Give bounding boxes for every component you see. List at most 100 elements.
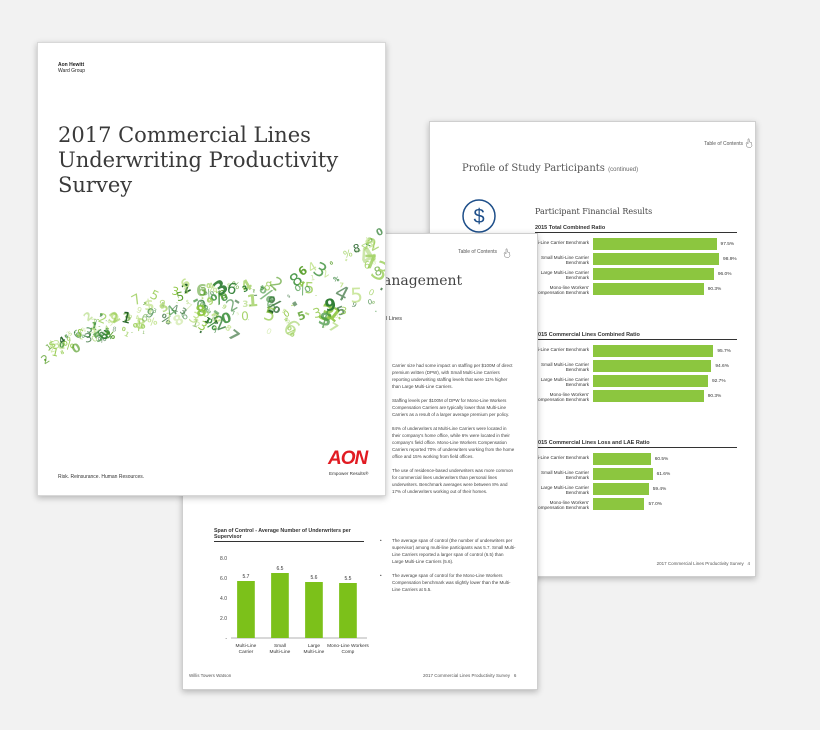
page-heading: anagement — [383, 273, 463, 289]
decorative-numeral: $ — [316, 306, 335, 332]
decorative-numeral: 0 — [207, 296, 213, 303]
decorative-numeral: - — [204, 302, 207, 307]
decorative-numeral: % — [62, 337, 76, 353]
decorative-numeral: 0 — [59, 341, 64, 349]
page-title: Profile of Study Participants (continued… — [462, 163, 639, 174]
decorative-numeral: 5 — [106, 318, 115, 328]
decorative-numeral: 9 — [128, 314, 133, 321]
decorative-numeral: 5 — [304, 279, 314, 297]
bar — [593, 390, 704, 402]
decorative-numeral: 6 — [196, 281, 208, 300]
decorative-numeral: 6 — [95, 328, 107, 341]
decorative-numeral: . — [105, 318, 107, 323]
brand-name: Aon Hewitt — [58, 62, 85, 68]
hand-cursor-icon — [503, 248, 511, 258]
decorative-numeral: 7 — [231, 310, 235, 317]
decorative-numeral: 3 — [82, 325, 94, 342]
decorative-numeral: 5 — [68, 331, 74, 338]
category-label: Large Multi-Line — [304, 643, 325, 655]
bar-value-label: 5.7 — [242, 574, 249, 580]
decorative-numeral: - — [175, 297, 180, 307]
y-tick-label: 8.0 — [220, 556, 227, 562]
bar-category-label: Small Multi-Line Carrier Benchmark — [541, 255, 589, 265]
decorative-numeral: . — [212, 313, 220, 334]
decorative-numeral: 4 — [146, 308, 153, 317]
decorative-numeral: 1 — [310, 273, 316, 283]
bar-row: Large Multi-Line Carrier Benchmark 92.7% — [535, 375, 737, 388]
decorative-numeral: 1 — [123, 330, 131, 339]
decorative-numeral: 3 — [240, 283, 250, 295]
decorative-numeral: . — [206, 309, 211, 315]
decorative-numeral: 1 — [50, 345, 60, 359]
decorative-numeral: % — [342, 248, 354, 261]
decorative-numeral: 3 — [178, 306, 189, 318]
decorative-numeral: 2 — [199, 298, 209, 310]
bar-row: Small Multi-Line Carrier Benchmark 94.6% — [535, 360, 737, 373]
decorative-numeral: 3 — [161, 302, 165, 308]
decorative-numeral: 8 — [194, 301, 208, 321]
decorative-numeral: . — [374, 304, 379, 315]
decorative-numeral: 6 — [265, 297, 278, 316]
decorative-numeral: % — [206, 282, 217, 295]
bar — [593, 360, 712, 372]
bar-category-label: Small Multi-Line Carrier Benchmark — [541, 362, 589, 372]
decorative-numeral: 4 — [135, 315, 140, 322]
bar-row: Mono-line Workers' Compensation Benchmar… — [535, 283, 737, 296]
decorative-numeral: 7 — [142, 301, 147, 307]
paragraph: 84% of underwriters at Multi-Line Carrie… — [392, 426, 515, 459]
decorative-numeral: - — [96, 314, 102, 323]
bar-value-label: 6.5 — [276, 566, 283, 572]
decorative-numeral: 1 — [203, 315, 213, 326]
bar-row: Mono-line Workers' Compensation Benchmar… — [535, 498, 737, 511]
decorative-numeral: 7 — [184, 301, 194, 314]
logo-tagline: Empower Results® — [329, 471, 369, 476]
decorative-numeral: $ — [226, 282, 231, 290]
decorative-numeral: . — [211, 279, 221, 298]
decorative-numeral: % — [97, 334, 109, 347]
decorative-numeral: 1 — [142, 330, 146, 335]
bullet-item: The average span of control (the number … — [380, 537, 516, 565]
decorative-numeral: 2 — [66, 331, 73, 338]
bar-value-label: 5.6 — [310, 575, 317, 581]
decorative-numeral: $ — [142, 295, 155, 314]
decorative-numeral: - — [315, 293, 318, 299]
decorative-numeral: 1 — [90, 326, 99, 338]
decorative-numeral: 6 — [179, 310, 190, 323]
bar-value-label: 60.5% — [654, 457, 669, 462]
decorative-numeral: . — [130, 329, 134, 335]
bar — [593, 483, 649, 495]
paragraph: The use of residence-based underwriters … — [392, 468, 514, 494]
chart-title: 2015 Total Combined Ratio — [535, 225, 737, 233]
bar-value-label: 5.5 — [344, 576, 351, 582]
decorative-numeral: 0 — [66, 336, 71, 343]
chart-title: 2015 Commercial Lines Combined Ratio — [535, 332, 737, 340]
paragraph: Staffing levels per $100M of DPW for Mon… — [392, 398, 510, 417]
bullet-item: The average span of control for the Mono… — [380, 572, 516, 593]
decorative-numeral: 2 — [92, 318, 98, 327]
bar-row: Multi-Line Carrier Benchmark 97.5% — [529, 238, 737, 251]
bar-category-label: Small Multi-Line Carrier Benchmark — [541, 470, 589, 480]
commercial-combined-ratio-chart: 2015 Commercial Lines Combined Ratio Mul… — [529, 332, 737, 412]
decorative-numeral: 6 — [58, 341, 66, 353]
bar-value-label: 98.9% — [723, 257, 737, 262]
footer-left: Willis Towers Watson — [189, 673, 232, 678]
decorative-numeral: - — [290, 300, 295, 310]
decorative-numeral: 8 — [60, 349, 66, 356]
decorative-numeral: 7 — [213, 328, 217, 335]
bar-row: Small Multi-Line Carrier Benchmark 98.9% — [535, 253, 737, 266]
bar-value-label: 90.3% — [707, 394, 722, 399]
decorative-numeral: . — [267, 282, 278, 304]
chart-title: 2015 Commercial Lines Loss and LAE Ratio — [535, 440, 737, 448]
decorative-numeral: $ — [47, 339, 58, 352]
decorative-numeral: % — [230, 281, 241, 293]
decorative-numeral: % — [81, 327, 87, 334]
decorative-numeral: 2 — [364, 235, 375, 250]
bar-value-label: 92.7% — [712, 379, 726, 384]
table-of-contents-link[interactable]: Table of Contents — [458, 249, 497, 255]
decorative-numeral: 0 — [241, 309, 249, 323]
decorative-numeral: . — [98, 303, 104, 318]
footer-right: 2017 Commercial Lines Productivity Surve… — [423, 673, 517, 678]
decorative-numeral: 1 — [89, 320, 99, 333]
table-of-contents-link[interactable]: Table of Contents — [704, 141, 743, 147]
decorative-numeral: 4 — [170, 302, 180, 317]
